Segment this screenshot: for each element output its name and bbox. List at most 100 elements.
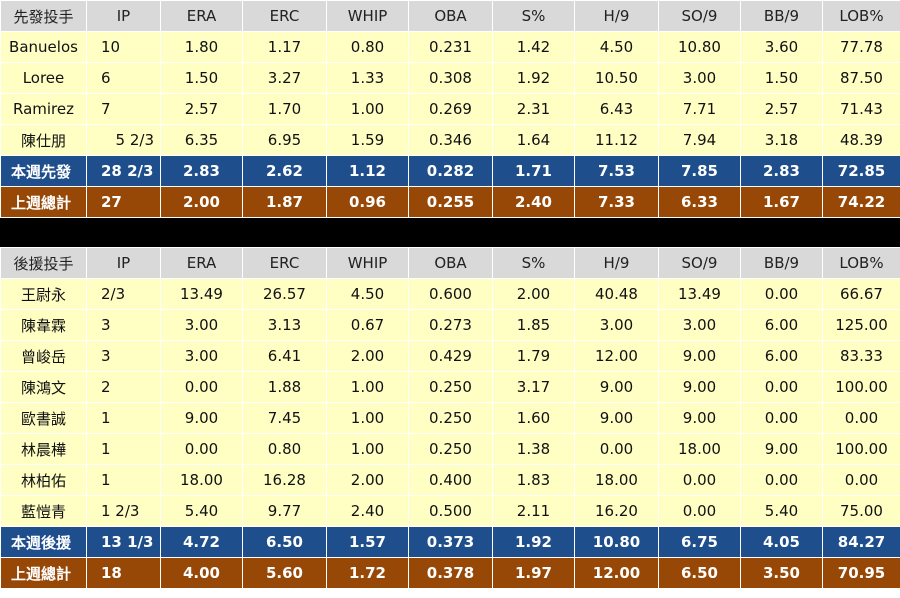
stat-cell: 1.92 [492,526,575,558]
starters-table: 先發投手 IP ERA ERC WHIP OBA S% H/9 SO/9 BB/9 LOB% Banu… [0,0,900,218]
pitcher-name: 王尉永 [0,278,87,310]
stat-cell: 1.87 [242,186,327,218]
pitcher-name: 歐書誠 [0,402,87,434]
stat-cell: 16.20 [574,495,659,527]
pitcher-name: Ramirez [0,93,87,125]
stat-cell: 1 [86,464,161,496]
stat-cell: 1.00 [326,433,409,465]
stat-cell: 11.12 [574,124,659,156]
stat-cell: 9.00 [740,433,823,465]
stat-cell: 3.60 [740,31,823,63]
stat-cell: 26.57 [242,278,327,310]
stat-cell: 1.64 [492,124,575,156]
column-header: OBA [408,247,493,279]
stat-cell: 0.00 [822,464,900,496]
stat-cell: 3.00 [658,309,741,341]
pitcher-name: 林晨樺 [0,433,87,465]
stat-cell: 66.67 [822,278,900,310]
stat-cell: 2.00 [326,464,409,496]
stat-cell: 0.96 [326,186,409,218]
stat-cell: 6.95 [242,124,327,156]
stat-cell: 7 [86,93,161,125]
stat-cell: 0.400 [408,464,493,496]
stat-cell: 1.92 [492,62,575,94]
stat-cell: 3.00 [574,309,659,341]
stat-cell: 72.85 [822,155,900,187]
pitcher-name: 林柏佑 [0,464,87,496]
stat-cell: 6.00 [740,340,823,372]
stat-cell: 1.50 [160,62,243,94]
stat-cell: 1.80 [160,31,243,63]
stat-cell: 1.00 [326,371,409,403]
stat-cell: 9.00 [160,402,243,434]
header-row: 先發投手 IP ERA ERC WHIP OBA S% H/9 SO/9 BB/9 LOB% [0,0,900,32]
stat-cell: 1.38 [492,433,575,465]
stat-cell: 6 [86,62,161,94]
stat-cell: 1.57 [326,526,409,558]
stat-cell: 87.50 [822,62,900,94]
stat-cell: 1.79 [492,340,575,372]
stat-cell: 9.00 [574,371,659,403]
stat-cell: 2.40 [492,186,575,218]
stat-cell: 4.50 [574,31,659,63]
stat-cell: 9.77 [242,495,327,527]
total-label: 本週先發 [0,155,87,187]
stat-cell: 10.80 [658,31,741,63]
total-label: 本週後援 [0,526,87,558]
column-header: OBA [408,0,493,32]
stat-cell: 13.49 [160,278,243,310]
stat-cell: 6.00 [740,309,823,341]
stat-cell: 28 2/3 [86,155,161,187]
stat-cell: 3.00 [160,340,243,372]
column-header: ERA [160,0,243,32]
stat-cell: 10.50 [574,62,659,94]
stat-cell: 9.00 [574,402,659,434]
table-row: 陳鴻文 2 0.00 1.88 1.00 0.250 3.17 9.00 9.00 0.00 100… [0,371,900,403]
stat-cell: 18.00 [658,433,741,465]
stat-cell: 1.67 [740,186,823,218]
stat-cell: 1.85 [492,309,575,341]
stat-cell: 7.85 [658,155,741,187]
stat-cell: 3.00 [160,309,243,341]
column-header: WHIP [326,247,409,279]
stat-cell: 0.00 [822,402,900,434]
stat-cell: 125.00 [822,309,900,341]
stat-cell: 10 [86,31,161,63]
last-week-total-row: 上週總計 27 2.00 1.87 0.96 0.255 2.40 7.33 6.33 1.67 7… [0,186,900,218]
stat-cell: 0.80 [326,31,409,63]
stat-cell: 4.72 [160,526,243,558]
stat-cell: 1 [86,402,161,434]
stat-cell: 3.18 [740,124,823,156]
stat-cell: 7.53 [574,155,659,187]
stat-cell: 0.500 [408,495,493,527]
stat-cell: 0.378 [408,557,493,589]
stat-cell: 2.83 [160,155,243,187]
table-row: Loree 6 1.50 3.27 1.33 0.308 1.92 10.50 3.00 1.50… [0,62,900,94]
section-title: 後援投手 [0,247,87,279]
stat-cell: 2 [86,371,161,403]
stat-cell: 0.273 [408,309,493,341]
stat-cell: 5.40 [740,495,823,527]
stat-cell: 12.00 [574,557,659,589]
stat-cell: 1.50 [740,62,823,94]
stat-cell: 6.43 [574,93,659,125]
table-row: 歐書誠 1 9.00 7.45 1.00 0.250 1.60 9.00 9.00 0.00 0.0… [0,402,900,434]
stat-cell: 9.00 [658,371,741,403]
table-row: 林晨樺 1 0.00 0.80 1.00 0.250 1.38 0.00 18.00 9.00 10… [0,433,900,465]
stat-cell: 6.50 [658,557,741,589]
stat-cell: 2.31 [492,93,575,125]
table-row: 陳韋霖 3 3.00 3.13 0.67 0.273 1.85 3.00 3.00 6.00 125… [0,309,900,341]
pitcher-name: Loree [0,62,87,94]
stat-cell: 100.00 [822,433,900,465]
column-header: S% [492,0,575,32]
stat-cell: 7.33 [574,186,659,218]
stat-cell: 0.282 [408,155,493,187]
stat-cell: 5 2/3 [86,124,161,156]
stat-cell: 7.45 [242,402,327,434]
table-row: 曾峻岳 3 3.00 6.41 2.00 0.429 1.79 12.00 9.00 6.00 83… [0,340,900,372]
stat-cell: 0.00 [740,402,823,434]
stat-cell: 0.250 [408,433,493,465]
column-header: SO/9 [658,0,741,32]
table-row: Ramirez 7 2.57 1.70 1.00 0.269 2.31 6.43 7.71 2.5… [0,93,900,125]
stat-cell: 1.17 [242,31,327,63]
